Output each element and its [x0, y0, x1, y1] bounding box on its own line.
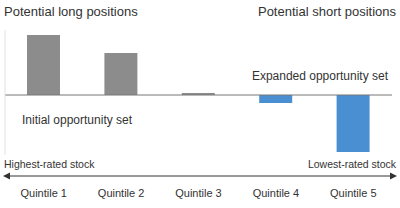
svg-text:Quintile 2: Quintile 2: [98, 187, 144, 199]
svg-text:Highest-rated stock: Highest-rated stock: [8, 158, 95, 170]
svg-text:Quintile 1: Quintile 1: [20, 187, 66, 199]
svg-text:Lowest-rated stock: Lowest-rated stock: [308, 158, 392, 170]
svg-text:Quintile 4: Quintile 4: [253, 187, 299, 199]
svg-text:Quintile 5: Quintile 5: [330, 187, 376, 199]
svg-text:Initial opportunity set: Initial opportunity set: [22, 113, 133, 127]
svg-text:Potential short positions: Potential short positions: [258, 4, 392, 19]
svg-text:Expanded opportunity set: Expanded opportunity set: [252, 69, 389, 83]
svg-text:Quintile 3: Quintile 3: [175, 187, 221, 199]
svg-text:Potential long positions: Potential long positions: [8, 4, 138, 19]
